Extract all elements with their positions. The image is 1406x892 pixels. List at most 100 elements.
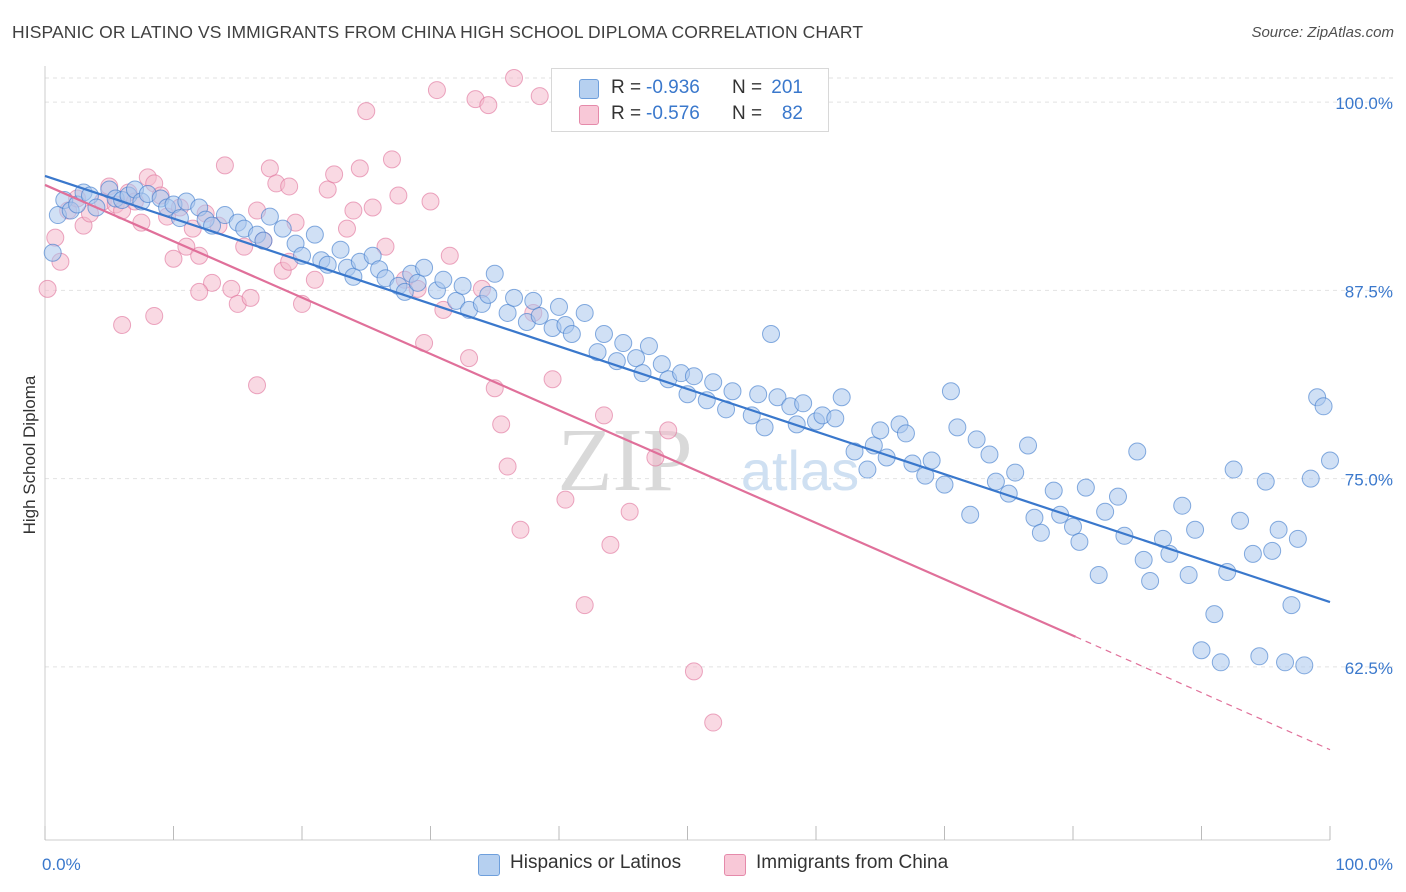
data-point-hispanic <box>485 264 504 283</box>
data-point-china <box>543 370 562 389</box>
data-point-hispanic <box>948 418 967 437</box>
data-point-hispanic <box>1186 520 1205 539</box>
data-point-hispanic <box>344 267 363 286</box>
data-point-hispanic <box>980 445 999 464</box>
data-point-china <box>382 150 401 169</box>
bottom-legend-swatch-pink <box>724 854 746 876</box>
data-point-hispanic <box>562 325 581 344</box>
data-point-hispanic <box>1134 550 1153 569</box>
data-point-china <box>492 415 511 434</box>
data-point-hispanic <box>723 382 742 401</box>
data-point-hispanic <box>447 291 466 310</box>
data-point-china <box>601 535 620 554</box>
data-point-hispanic <box>967 430 986 449</box>
data-point-china <box>215 156 234 175</box>
data-point-hispanic <box>986 472 1005 491</box>
data-point-china <box>350 159 369 178</box>
data-point-hispanic <box>305 225 324 244</box>
data-point-china <box>659 421 678 440</box>
data-point-china <box>145 306 164 325</box>
data-point-hispanic <box>479 285 498 304</box>
data-point-hispanic <box>524 291 543 310</box>
data-point-hispanic <box>1205 605 1224 624</box>
data-point-hispanic <box>331 240 350 259</box>
data-point-china <box>325 165 344 184</box>
data-point-china <box>620 502 639 521</box>
data-point-hispanic <box>1276 653 1295 672</box>
data-point-china <box>556 490 575 509</box>
data-point-china <box>318 180 337 199</box>
data-point-hispanic <box>1006 463 1025 482</box>
data-point-hispanic <box>1211 653 1230 672</box>
legend-r-value: -0.936 <box>646 77 700 98</box>
data-point-hispanic <box>607 352 626 371</box>
data-point-china <box>460 349 479 368</box>
data-point-hispanic <box>794 394 813 413</box>
data-point-hispanic <box>755 418 774 437</box>
data-point-hispanic <box>415 258 434 277</box>
data-point-hispanic <box>1179 565 1198 584</box>
y-tick-label: 100.0% <box>1335 94 1393 113</box>
data-point-hispanic <box>408 273 427 292</box>
data-point-china <box>357 102 376 121</box>
trend-line-china <box>44 183 1077 638</box>
data-point-hispanic <box>1250 647 1269 666</box>
data-point-hispanic <box>922 451 941 470</box>
data-point-china <box>190 282 209 301</box>
data-point-china <box>511 520 530 539</box>
data-point-hispanic <box>1025 508 1044 527</box>
bottom-legend-swatch-blue <box>478 854 500 876</box>
data-point-hispanic <box>652 355 671 374</box>
data-point-hispanic <box>858 460 877 479</box>
data-point-china <box>363 198 382 217</box>
data-point-hispanic <box>762 325 781 344</box>
data-point-china <box>132 213 151 232</box>
chart-title: HISPANIC OR LATINO VS IMMIGRANTS FROM CH… <box>12 22 864 42</box>
data-point-china <box>505 69 524 88</box>
data-point-hispanic <box>1314 397 1333 416</box>
data-point-hispanic <box>749 385 768 404</box>
data-point-hispanic <box>1019 436 1038 455</box>
data-point-hispanic <box>498 303 517 322</box>
data-point-hispanic <box>1141 571 1160 590</box>
data-point-hispanic <box>832 388 851 407</box>
data-point-hispanic <box>1128 442 1147 461</box>
data-point-hispanic <box>1288 529 1307 548</box>
data-point-china <box>594 406 613 425</box>
legend-r-label: R = <box>611 77 642 98</box>
legend-n-value: 82 <box>781 103 803 124</box>
data-point-hispanic <box>1282 596 1301 615</box>
data-point-hispanic <box>550 297 568 316</box>
data-point-hispanic <box>594 325 613 344</box>
data-point-china <box>113 315 132 334</box>
data-point-hispanic <box>1064 517 1082 536</box>
data-point-hispanic <box>1089 565 1108 584</box>
x-tick-label: 0.0% <box>42 855 81 874</box>
data-point-china <box>575 596 594 615</box>
data-point-hispanic <box>1224 460 1243 479</box>
data-point-hispanic <box>1301 469 1320 488</box>
data-point-china <box>440 246 459 265</box>
data-point-hispanic <box>1031 523 1050 542</box>
trend-line-hispanic <box>44 174 1331 604</box>
data-point-hispanic <box>434 270 453 289</box>
data-point-hispanic <box>260 207 279 226</box>
x-tick-label: 100.0% <box>1335 855 1393 874</box>
data-point-hispanic <box>1070 532 1089 551</box>
y-axis-label: High School Diploma <box>20 375 39 534</box>
data-point-hispanic <box>704 373 723 392</box>
data-point-china <box>479 96 498 115</box>
data-point-china <box>222 279 241 298</box>
data-point-china <box>684 662 703 681</box>
data-point-hispanic <box>588 343 607 362</box>
watermark: ZIP atlas <box>558 411 860 510</box>
legend: R = -0.936 N = 201 R = -0.576 N = 82 <box>551 68 829 132</box>
data-point-hispanic <box>1231 511 1250 530</box>
data-point-hispanic <box>1108 487 1127 506</box>
data-point-hispanic <box>627 349 646 368</box>
legend-n-label: N = <box>732 103 763 124</box>
data-point-hispanic <box>1256 472 1275 491</box>
data-point-china <box>241 288 260 307</box>
data-point-china <box>498 457 517 476</box>
